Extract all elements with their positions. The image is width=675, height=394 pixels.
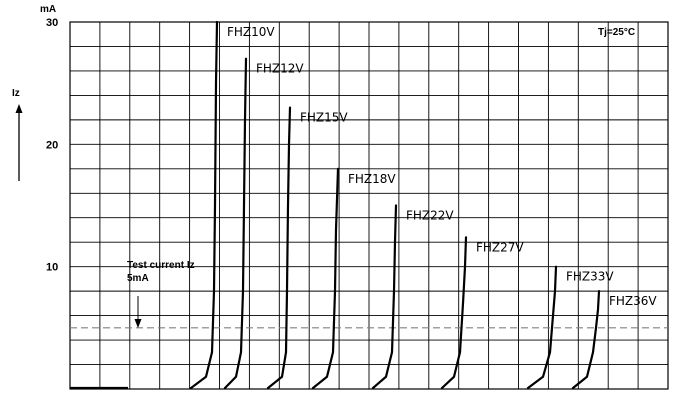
series-label: FHZ36V <box>609 294 657 308</box>
curve-fhz15v <box>266 106 292 390</box>
test-current-annotation: Test current Iz <box>127 260 195 271</box>
curve-fhz27v <box>440 236 468 390</box>
y-unit-label: mA <box>40 4 56 15</box>
test-current-value: 5mA <box>127 273 149 284</box>
series-labels: FHZ10V FHZ12V FHZ15V FHZ18V FHZ22V FHZ27V FHZ3… <box>227 25 657 308</box>
zener-curves <box>70 20 601 390</box>
series-label: FHZ10V <box>227 25 275 39</box>
series-label: FHZ15V <box>300 111 348 125</box>
curve-fhz10v <box>189 20 219 390</box>
series-label: FHZ22V <box>406 209 454 223</box>
temperature-condition: Tj=25°C <box>598 27 635 38</box>
y-tick-label: 30 <box>46 17 58 29</box>
series-label: FHZ12V <box>256 62 304 76</box>
series-label: FHZ33V <box>566 270 614 284</box>
curve-fhz36v <box>571 290 601 390</box>
curve-fhz12v <box>223 57 248 390</box>
chart-grid <box>69 21 669 390</box>
y-axis-arrow-icon <box>15 104 23 113</box>
y-tick-label: 20 <box>46 139 58 151</box>
y-axis-label: Iz <box>12 88 20 99</box>
curve-fhz22v <box>371 204 398 390</box>
series-label: FHZ27V <box>476 240 524 254</box>
curve-fhz33v <box>526 265 558 390</box>
test-current-arrow-icon <box>134 319 142 328</box>
y-tick-label: 10 <box>46 262 58 274</box>
curve-fhz18v <box>311 167 340 390</box>
series-label: FHZ18V <box>348 172 396 186</box>
